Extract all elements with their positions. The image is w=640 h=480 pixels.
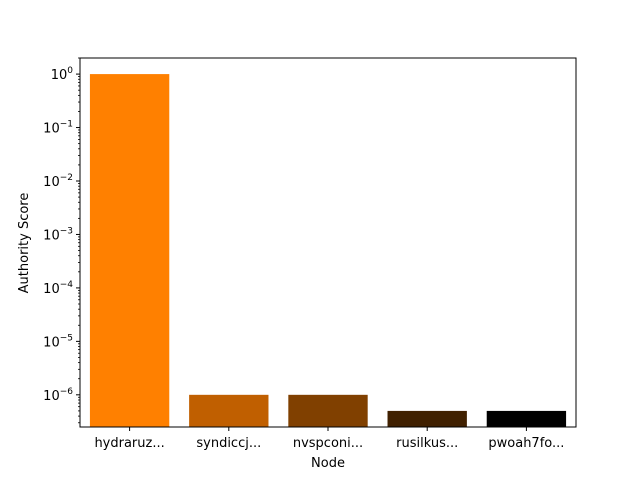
y-tick-label: 10−1 [43,120,73,137]
x-axis-label: Node [311,456,345,471]
x-tick-label: rusilkus... [396,436,458,451]
bar [288,394,368,427]
bars-group [89,74,567,427]
y-tick-label: 10−4 [43,280,73,297]
bar [387,410,467,427]
plot-frame [79,57,577,428]
y-axis-label: Authority Score [17,193,32,294]
x-axis: hydraruz... syndiccj... nvspconi... rusilku… [94,427,564,451]
y-tick-label: 10−2 [43,173,73,190]
bar [89,74,170,427]
bar [189,394,269,427]
y-tick-label: 100 [51,66,74,83]
y-tick-label: 10−5 [43,333,73,350]
x-tick-label: nvspconi... [293,436,363,451]
y-axis: 100 10−1 10−2 10−3 10−4 10−5 10−6 [43,57,80,424]
x-tick-label: pwoah7fo... [488,436,564,451]
y-tick-label: 10−3 [43,226,73,243]
x-tick-label: hydraruz... [94,436,164,451]
y-tick-label: 10−6 [43,387,73,404]
x-tick-label: syndiccj... [196,436,261,451]
bar [486,410,567,427]
